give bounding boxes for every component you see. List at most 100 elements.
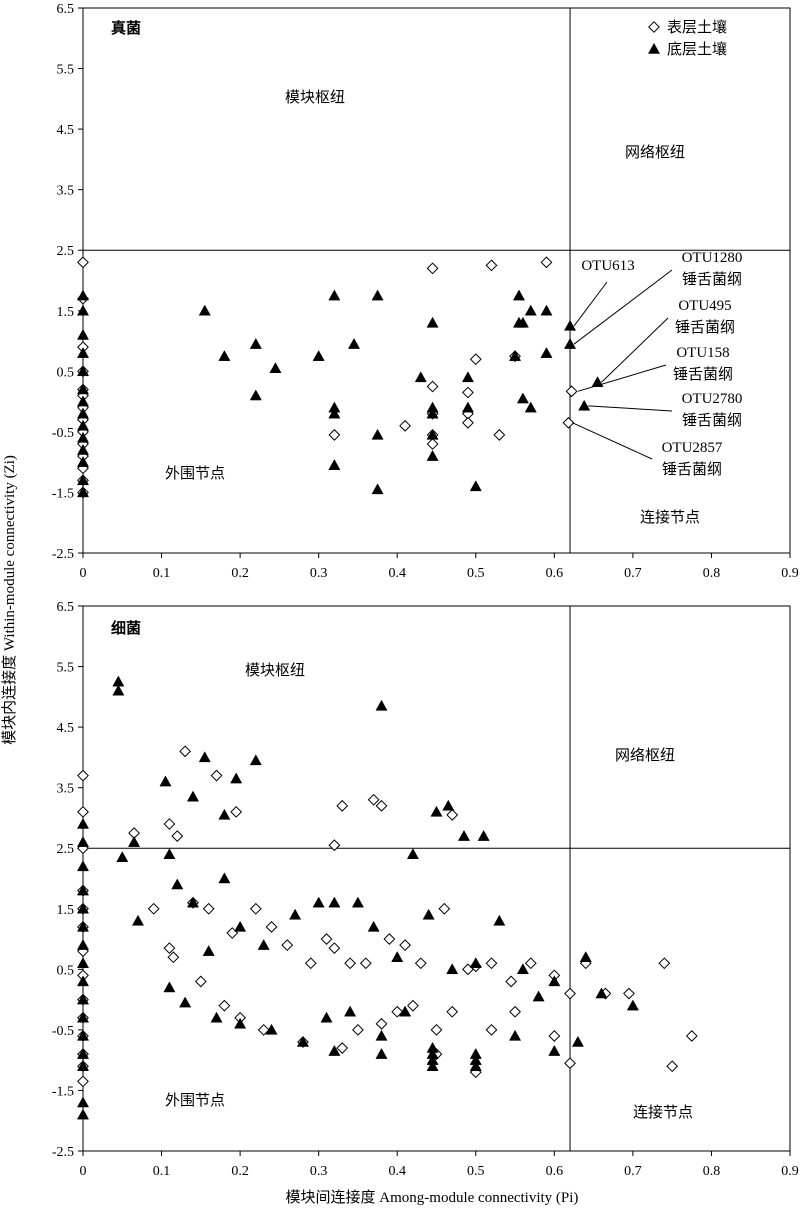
annotation-label: OTU495 (678, 298, 731, 314)
point-topsoil (210, 769, 223, 782)
zone-label-connectors: 连接节点 (633, 1103, 693, 1121)
point-subsoil (347, 337, 361, 349)
point-subsoil (579, 951, 592, 962)
y-tick-label: 1.5 (57, 305, 75, 320)
annotation-label: 锤舌菌纲 (682, 411, 742, 429)
point-topsoil (564, 987, 576, 1000)
point-subsoil (595, 987, 608, 999)
point-topsoil (509, 1005, 521, 1018)
point-topsoil (167, 951, 180, 964)
point-topsoil (163, 942, 176, 955)
point-subsoil (76, 431, 90, 443)
point-topsoil (265, 921, 278, 933)
x-tick-label: 0.9 (781, 1164, 799, 1179)
point-subsoil (509, 1029, 522, 1041)
legend-label: 表层土壤 (667, 18, 727, 36)
point-topsoil (352, 1023, 364, 1036)
annotation-label: OTU1280 (682, 250, 743, 266)
point-topsoil (462, 416, 474, 429)
point-subsoil (371, 483, 384, 495)
point-topsoil (257, 1023, 270, 1036)
point-subsoil (516, 963, 529, 975)
y-tick-label: 1.5 (57, 903, 75, 918)
point-subsoil (131, 914, 145, 926)
point-subsoil (469, 480, 482, 492)
point-topsoil (462, 386, 474, 399)
point-subsoil (76, 902, 90, 914)
point-subsoil (375, 1029, 388, 1041)
point-subsoil (76, 817, 90, 829)
y-tick-label: -1.5 (52, 486, 74, 501)
point-subsoil (218, 350, 231, 361)
annotation-leader (601, 317, 669, 383)
point-topsoil (336, 1042, 349, 1054)
point-subsoil (76, 836, 90, 847)
point-subsoil (218, 872, 231, 884)
point-subsoil (469, 1054, 482, 1065)
y-tick-label: -2.5 (52, 1145, 74, 1160)
point-subsoil (76, 289, 90, 301)
point-subsoil (512, 289, 526, 301)
point-subsoil (524, 401, 537, 413)
point-subsoil (312, 896, 325, 908)
x-tick-label: 0.6 (546, 566, 564, 581)
annotation-leader (577, 364, 667, 392)
point-topsoil (564, 1057, 576, 1070)
point-subsoil (249, 389, 262, 401)
y-tick-label: 4.5 (57, 123, 75, 138)
point-topsoil (485, 259, 498, 272)
point-topsoil (548, 1030, 561, 1042)
zone-label-module-hubs: 模块枢纽 (285, 88, 345, 106)
zone-label-module-hubs: 模块枢纽 (245, 661, 305, 679)
annotation-leader (573, 281, 608, 327)
annotation-leader (573, 269, 673, 345)
point-subsoil (249, 754, 262, 766)
point-subsoil (328, 896, 341, 908)
point-subsoil (257, 938, 270, 950)
x-tick-label: 0 (80, 566, 87, 581)
point-subsoil (210, 1011, 223, 1023)
annotation-label: OTU2857 (662, 440, 723, 456)
point-subsoil (399, 1005, 412, 1017)
point-subsoil (564, 319, 577, 331)
annotation-label: 锤舌菌纲 (673, 365, 733, 383)
y-tick-label: 3.5 (57, 782, 75, 797)
y-axis-label: 模块内连接度 Within-module connectivity (Zi) (1, 455, 18, 745)
point-subsoil (328, 1044, 341, 1056)
point-subsoil (312, 350, 325, 361)
point-topsoil (524, 957, 537, 970)
x-tick-label: 0.3 (310, 1164, 328, 1179)
point-topsoil (375, 1017, 388, 1030)
point-subsoil (163, 848, 176, 860)
point-topsoil (328, 839, 341, 852)
x-tick-label: 0.4 (388, 566, 406, 581)
point-topsoil (658, 957, 671, 970)
point-subsoil (626, 999, 639, 1011)
y-tick-label: -0.5 (52, 1024, 74, 1039)
point-subsoil (469, 957, 482, 969)
point-subsoil (76, 938, 90, 950)
x-tick-label: 0.7 (624, 1164, 642, 1179)
x-tick-label: 0.7 (624, 566, 642, 581)
x-tick-label: 0.6 (546, 1164, 564, 1179)
point-topsoil (328, 942, 341, 955)
point-subsoil (76, 1011, 90, 1023)
point-topsoil (249, 902, 262, 915)
annotation-label: 锤舌菌纲 (662, 460, 722, 478)
x-tick-label: 0.2 (231, 1164, 249, 1179)
y-tick-label: 0.5 (57, 365, 75, 380)
point-subsoil (524, 304, 537, 316)
plot-frame (82, 7, 791, 554)
point-subsoil (234, 1017, 247, 1029)
point-subsoil (289, 908, 302, 920)
zone-label-network-hubs: 网络枢纽 (615, 746, 675, 764)
point-subsoil (320, 1011, 333, 1023)
point-subsoil (328, 459, 341, 470)
point-subsoil (76, 383, 90, 395)
panel-fungi: 6.5 5.5 4.5 3.5 2.5 1.5 0.5 -0.5 -1.5 -2.5 0 0.1 0.2… (52, 2, 799, 581)
point-subsoil (76, 395, 90, 407)
point-subsoil (461, 371, 474, 383)
point-topsoil (540, 256, 553, 269)
panel-title: 细菌 (111, 619, 141, 637)
point-topsoil (430, 1023, 443, 1036)
